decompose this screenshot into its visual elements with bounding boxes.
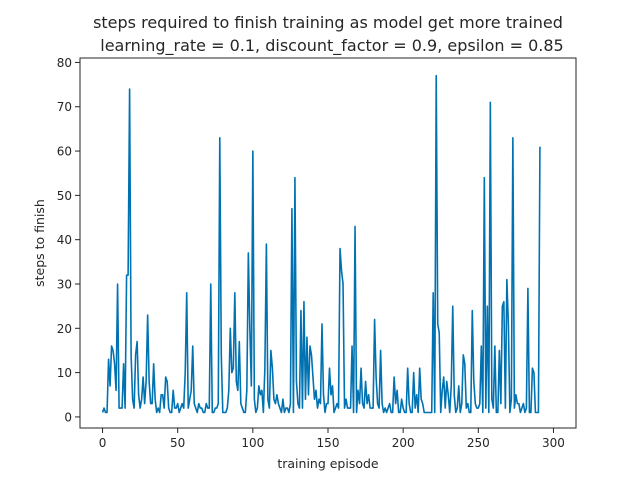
y-axis-ticks: 0 10 20 30 40 50 60 70 80 bbox=[57, 56, 80, 424]
x-tick-label: 0 bbox=[99, 436, 107, 450]
y-tick-label: 80 bbox=[57, 56, 72, 70]
chart-title-line1: steps required to finish training as mod… bbox=[93, 13, 563, 32]
x-tick-label: 250 bbox=[467, 436, 490, 450]
series-line-0 bbox=[101, 74, 541, 414]
x-axis-ticks: 0 50 100 150 200 250 300 bbox=[99, 428, 565, 450]
x-tick-label: 50 bbox=[170, 436, 185, 450]
y-tick-label: 40 bbox=[57, 233, 72, 247]
y-tick-label: 60 bbox=[57, 145, 72, 159]
chart-title-line2: learning_rate = 0.1, discount_factor = 0… bbox=[100, 36, 563, 56]
y-tick-label: 20 bbox=[57, 322, 72, 336]
x-tick-label: 200 bbox=[392, 436, 415, 450]
plot-area bbox=[101, 74, 541, 414]
y-tick-label: 30 bbox=[57, 277, 72, 291]
y-tick-label: 10 bbox=[57, 366, 72, 380]
y-axis-label: steps to finish bbox=[32, 199, 47, 287]
x-tick-label: 100 bbox=[241, 436, 264, 450]
x-axis-label: training episode bbox=[277, 456, 379, 471]
y-tick-label: 70 bbox=[57, 100, 72, 114]
x-tick-label: 150 bbox=[317, 436, 340, 450]
y-tick-label: 0 bbox=[64, 410, 72, 424]
y-tick-label: 50 bbox=[57, 189, 72, 203]
x-tick-label: 300 bbox=[542, 436, 565, 450]
